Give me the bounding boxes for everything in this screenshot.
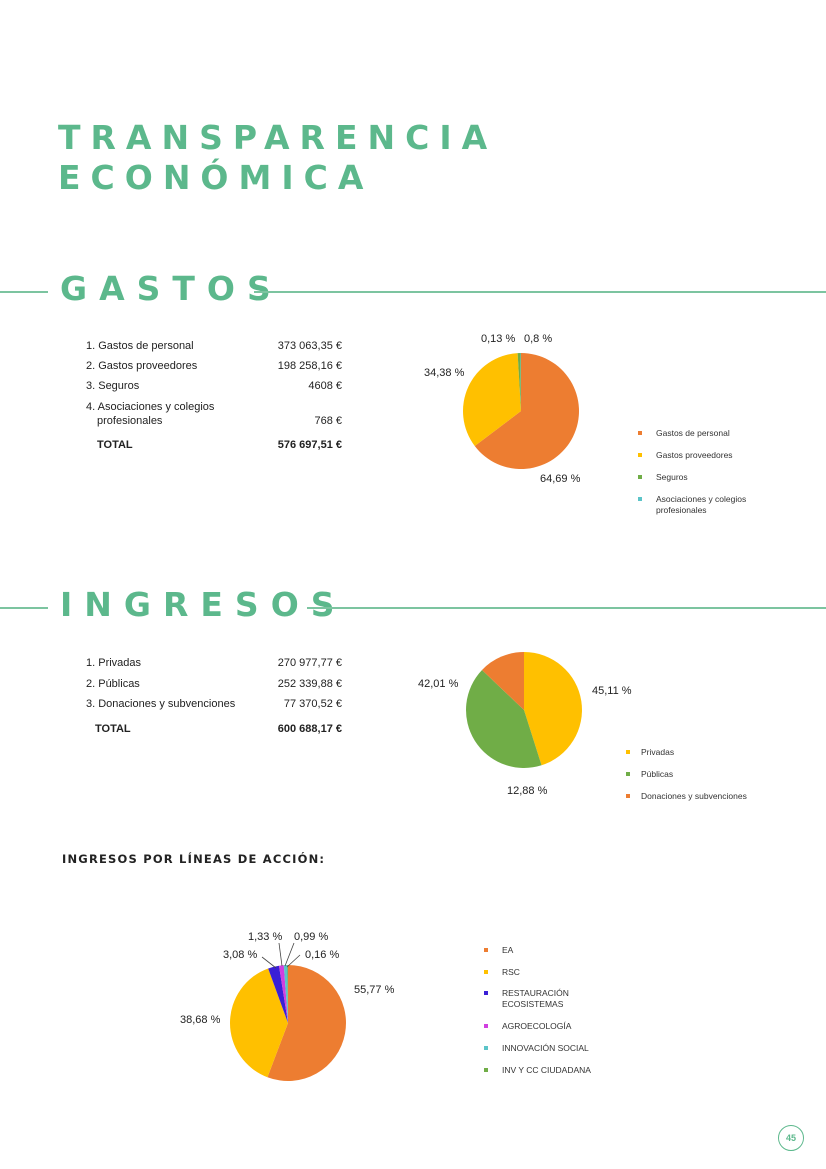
lineas-pie-slice-4: [279, 965, 288, 1023]
legend-label: RSC: [502, 967, 520, 977]
ingresos-pie-slice-1: [524, 652, 582, 766]
legend-swatch: [626, 794, 630, 798]
ingresos-pie-slice-3: [482, 652, 524, 710]
legend-swatch: [638, 453, 642, 457]
gastos-data-label-personal: 64,69 %: [540, 473, 581, 485]
gastos-total-label: TOTAL: [97, 439, 133, 451]
legend-label: Gastos de personal: [656, 428, 730, 438]
gastos-row-label: 4. Asociaciones y colegios: [86, 401, 215, 413]
legend-label: Públicas: [641, 769, 674, 779]
lineas-data-label-innovacion: 0,99 %: [294, 931, 328, 943]
gastos-row-amount: 768 €: [314, 415, 342, 427]
leader-line-agroecologia: [278, 942, 283, 967]
legend-swatch: [484, 1068, 488, 1072]
legend-swatch: [638, 475, 642, 479]
lineas-data-label-inv: 0,16 %: [305, 949, 339, 961]
legend-label: Gastos proveedores: [656, 450, 733, 460]
ingresos-rule-left: [0, 607, 48, 609]
gastos-heading: GASTOS: [60, 269, 283, 308]
gastos-rule-right: [254, 291, 826, 293]
lineas-pie-slice-3: [268, 965, 288, 1023]
gastos-row-label: 2. Gastos proveedores: [86, 360, 198, 372]
ingresos-data-label-privadas: 45,11 %: [592, 685, 632, 697]
gastos-data-label-asociaciones: 0,13 %: [481, 333, 515, 345]
ingresos-row-amount: 270 977,77 €: [277, 657, 342, 669]
gastos-data-label-seguros: 0,8 %: [524, 333, 552, 345]
leader-line-innovacion: [284, 942, 295, 967]
legend-swatch: [484, 1046, 488, 1050]
lineas-data-label-rsc: 38,68 %: [180, 1014, 221, 1026]
gastos-total-amount: 576 697,51 €: [277, 439, 342, 451]
page-title-line2: ECONÓMICA: [58, 158, 374, 197]
lineas-data-label-restauracion: 3,08 %: [223, 949, 257, 961]
ingresos-row-amount: 252 339,88 €: [277, 678, 342, 690]
gastos-row-label: 1. Gastos de personal: [86, 340, 194, 352]
ingresos-row-label: 1. Privadas: [86, 657, 142, 669]
gastos-rule-left: [0, 291, 48, 293]
gastos-pie-slice-1: [474, 353, 579, 469]
gastos-row-amount: 198 258,16 €: [277, 360, 342, 372]
ingresos-heading: INGRESOS: [60, 585, 347, 624]
legend-label: INNOVACIÓN SOCIAL: [502, 1043, 589, 1053]
legend-swatch: [638, 431, 642, 435]
legend-swatch: [626, 750, 630, 754]
ingresos-row-amount: 77 370,52 €: [283, 698, 342, 710]
ingresos-rule-right: [307, 607, 826, 609]
legend-label: Donaciones y subvenciones: [641, 791, 747, 801]
ingresos-pie-slice-2: [466, 669, 542, 768]
ingresos-row-label: 3. Donaciones y subvenciones: [86, 698, 236, 710]
legend-swatch: [626, 772, 630, 776]
ingresos-total-amount: 600 688,17 €: [277, 723, 342, 735]
ingresos-data-label-donaciones: 12,88 %: [507, 785, 548, 797]
page-number: 45: [778, 1125, 804, 1151]
lineas-accion-title: INGRESOS POR LÍNEAS DE ACCIÓN:: [62, 852, 326, 866]
legend-label: Asociaciones y colegios profesionales: [656, 494, 747, 515]
page-title: TRANSPARENCIA ECONÓMICA: [58, 118, 497, 198]
page-title-line1: TRANSPARENCIA: [58, 118, 498, 157]
lineas-data-label-ea: 55,77 %: [354, 984, 395, 996]
legend-swatch: [484, 948, 488, 952]
gastos-data-label-proveedores: 34,38 %: [424, 367, 465, 379]
gastos-pie-slice-3: [517, 353, 521, 411]
ingresos-data-label-publicas: 42,01 %: [418, 678, 459, 690]
leader-line-restauracion: [261, 956, 277, 969]
lineas-pie-slice-6: [287, 964, 288, 1023]
legend-label: Privadas: [641, 747, 675, 757]
legend-label: INV Y CC CIUDADANA: [502, 1065, 591, 1075]
legend-swatch: [484, 970, 488, 974]
leader-line-inv: [286, 954, 301, 968]
legend-swatch: [484, 991, 488, 995]
gastos-row-amount: 373 063,35 €: [277, 340, 342, 352]
gastos-row-amount: 4608 €: [308, 380, 342, 392]
gastos-row-label: 3. Seguros: [86, 380, 140, 392]
lineas-pie-slice-1: [267, 965, 346, 1082]
ingresos-total-label: TOTAL: [95, 723, 131, 735]
lineas-data-label-agroecologia: 1,33 %: [248, 931, 282, 943]
legend-label: RESTAURACIÓN ECOSISTEMAS: [502, 988, 569, 1009]
lineas-pie-slice-5: [283, 965, 288, 1023]
legend-swatch: [638, 497, 642, 501]
legend-label: Seguros: [656, 472, 688, 482]
ingresos-row-label: 2. Públicas: [86, 678, 140, 690]
legend-label: AGROECOLOGÍA: [502, 1021, 572, 1031]
lineas-pie-slice-2: [229, 968, 288, 1078]
legend-label: EA: [502, 945, 514, 955]
gastos-row-label-cont: profesionales: [97, 415, 163, 427]
legend-swatch: [484, 1024, 488, 1028]
gastos-pie-slice-2: [462, 353, 521, 446]
